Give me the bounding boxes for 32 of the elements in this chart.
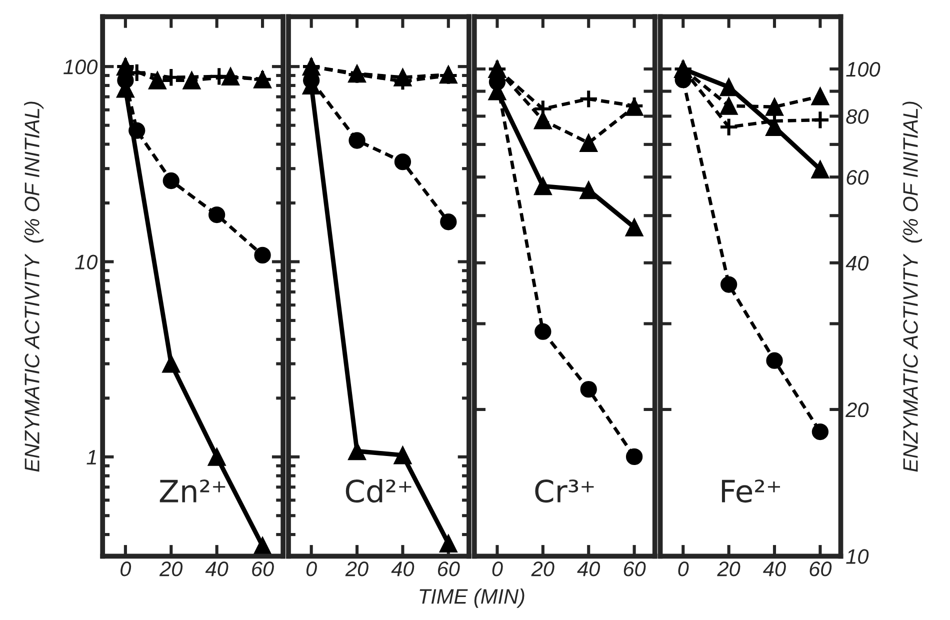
y-tick-label: 20 [845, 402, 869, 418]
annotation: Zn²⁺ [160, 480, 226, 502]
y-tick-label: 10 [846, 549, 869, 564]
x-tick-label: 40 [205, 562, 228, 576]
y-tick-label: 10 [75, 254, 98, 270]
y-tick-label: 40 [846, 256, 869, 271]
x-tick-label: 60 [624, 562, 646, 576]
annotation: Cd²⁺ [346, 478, 412, 503]
x-tick-label: 0 [120, 562, 132, 576]
x-tick-label: 0 [306, 562, 317, 576]
x-tick-label: 60 [810, 562, 832, 576]
x-tick-label: 40 [763, 562, 786, 576]
y-tick-label: 100 [64, 60, 98, 74]
x-tick-label: 40 [391, 562, 414, 576]
y-tick-label: 100 [846, 62, 880, 77]
x-axis-title: TIME (MIN) [420, 588, 524, 608]
y-axis-title: ENZYMATIC ACTIVITY (% OF INITIAL) [24, 102, 44, 472]
x-tick-label: 60 [438, 562, 460, 576]
y-tick-label: 1 [86, 450, 96, 464]
annotation: Cr³⁺ [535, 480, 594, 503]
x-tick-label: 60 [252, 562, 274, 576]
x-tick-label: 40 [577, 562, 600, 576]
x-tick-label: 0 [678, 562, 689, 576]
x-tick-label: 0 [492, 562, 503, 576]
x-tick-label: 20 [345, 562, 368, 576]
x-tick-label: 20 [159, 562, 183, 576]
x-tick-label: 20 [717, 562, 740, 576]
x-tick-label: 20 [531, 562, 554, 576]
y-tick-label: 60 [846, 170, 869, 185]
y-axis-title: ENZYMATIC ACTIVITY (% OF INITIAL) [902, 102, 922, 472]
y-tick-label: 80 [846, 109, 869, 124]
annotation: Fe²⁺ [722, 480, 780, 503]
